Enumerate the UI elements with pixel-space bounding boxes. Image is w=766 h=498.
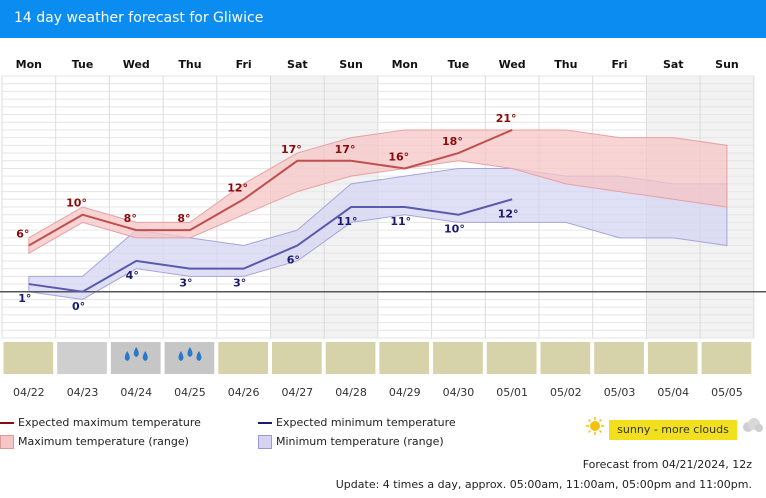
max-temp-label: 8° bbox=[177, 212, 190, 225]
max-temp-label: 17° bbox=[335, 143, 356, 156]
raindrop-icon bbox=[124, 351, 130, 361]
date-label: 04/26 bbox=[228, 386, 260, 399]
max-temp-line bbox=[28, 129, 513, 247]
cloud-icon bbox=[743, 418, 763, 432]
weather-icon-sunny bbox=[486, 342, 537, 374]
legend-min-expected-label: Expected minimum temperature bbox=[276, 416, 456, 429]
max-temp-label: 6° bbox=[16, 228, 29, 241]
day-label: Tue bbox=[72, 58, 94, 71]
date-label: 05/03 bbox=[604, 386, 636, 399]
weather-icon-sunny bbox=[594, 342, 644, 374]
day-label: Fri bbox=[612, 58, 628, 71]
legend-min-range-label: Minimum temperature (range) bbox=[276, 435, 444, 448]
day-label: Sat bbox=[287, 58, 308, 71]
min-temp-label: 12° bbox=[498, 207, 519, 220]
min-temp-label: 0° bbox=[72, 300, 85, 313]
date-label: 05/04 bbox=[657, 386, 689, 399]
weather-legend-badge: sunny - more clouds bbox=[609, 420, 737, 440]
day-label: Thu bbox=[554, 58, 577, 71]
day-label: Wed bbox=[123, 58, 150, 71]
weather-icon-sunny bbox=[379, 342, 430, 374]
min-line-swatch bbox=[258, 422, 272, 424]
weather-icon-sunny bbox=[701, 342, 752, 374]
forecast-info: Forecast from 04/21/2024, 12z bbox=[582, 458, 752, 471]
page-title: 14 day weather forecast for Gliwice bbox=[14, 10, 264, 26]
legend-min-range: Minimum temperature (range) bbox=[258, 435, 444, 449]
header-bar: 14 day weather forecast for Gliwice bbox=[0, 0, 766, 38]
weather-icon-sunny bbox=[218, 342, 268, 374]
date-label: 04/27 bbox=[281, 386, 313, 399]
legend-max-range-label: Maximum temperature (range) bbox=[18, 435, 189, 448]
min-range-band bbox=[28, 167, 728, 300]
day-label: Sun bbox=[339, 58, 363, 71]
max-temp-label: 12° bbox=[227, 181, 248, 194]
min-temp-label: 6° bbox=[287, 254, 300, 267]
raindrop-icon bbox=[142, 351, 148, 361]
min-temp-label: 11° bbox=[390, 215, 411, 228]
max-temp-label: 17° bbox=[281, 143, 302, 156]
day-label: Fri bbox=[236, 58, 252, 71]
legend-max-expected: Expected maximum temperature bbox=[0, 416, 201, 429]
min-temp-label: 3° bbox=[233, 277, 246, 290]
day-label: Mon bbox=[392, 58, 418, 71]
weather-icon-overcast bbox=[57, 342, 107, 374]
raindrop-icon bbox=[133, 347, 139, 357]
day-label: Sun bbox=[715, 58, 739, 71]
min-temp-label: 11° bbox=[337, 215, 358, 228]
raindrop-icon bbox=[196, 351, 202, 361]
update-info: Update: 4 times a day, approx. 05:00am, … bbox=[335, 478, 752, 491]
weather-icon-sunny bbox=[3, 342, 54, 374]
forecast-chart: 6° 10° 8° 8° 12° 17° 17° 16° 18° 21° 1° 0° 4° 3° 3° 6° 1… bbox=[0, 58, 766, 399]
max-temp-label: 10° bbox=[66, 197, 87, 210]
max-band-swatch bbox=[0, 435, 14, 449]
legend-min-expected: Expected minimum temperature bbox=[258, 416, 456, 429]
weather-icon-rain bbox=[164, 342, 215, 374]
min-temp-line bbox=[28, 198, 513, 293]
min-temp-label: 3° bbox=[179, 277, 192, 290]
weather-icon-sunny bbox=[433, 342, 483, 374]
min-band-swatch bbox=[258, 435, 272, 449]
legend-max-range: Maximum temperature (range) bbox=[0, 435, 189, 449]
day-label: Wed bbox=[499, 58, 526, 71]
min-temp-label: 1° bbox=[18, 292, 31, 305]
weather-icon-sunny bbox=[272, 342, 322, 374]
min-temp-label: 4° bbox=[126, 269, 139, 282]
day-label: Sat bbox=[663, 58, 684, 71]
date-label: 05/01 bbox=[496, 386, 528, 399]
day-label: Mon bbox=[16, 58, 42, 71]
date-label: 04/24 bbox=[120, 386, 152, 399]
max-temp-label: 21° bbox=[496, 112, 517, 125]
weather-icon-rain bbox=[110, 342, 161, 374]
max-temp-label: 8° bbox=[124, 212, 137, 225]
max-temp-label: 18° bbox=[442, 135, 463, 148]
weather-icon-sunny bbox=[647, 342, 698, 374]
day-label: Tue bbox=[448, 58, 470, 71]
date-label: 04/22 bbox=[13, 386, 45, 399]
weather-icon-sunny bbox=[325, 342, 376, 374]
raindrop-icon bbox=[187, 347, 193, 357]
sun-icon bbox=[586, 417, 604, 435]
date-label: 04/25 bbox=[174, 386, 206, 399]
date-label: 04/28 bbox=[335, 386, 367, 399]
legend-max-expected-label: Expected maximum temperature bbox=[18, 416, 201, 429]
date-label: 04/29 bbox=[389, 386, 421, 399]
max-line-swatch bbox=[0, 422, 14, 424]
date-label: 05/05 bbox=[711, 386, 743, 399]
date-label: 05/02 bbox=[550, 386, 582, 399]
raindrop-icon bbox=[178, 351, 184, 361]
date-label: 04/30 bbox=[443, 386, 475, 399]
min-temp-label: 10° bbox=[444, 223, 465, 236]
day-label: Thu bbox=[178, 58, 201, 71]
max-temp-label: 16° bbox=[388, 150, 409, 163]
weather-icon-sunny bbox=[540, 342, 591, 374]
date-label: 04/23 bbox=[67, 386, 99, 399]
